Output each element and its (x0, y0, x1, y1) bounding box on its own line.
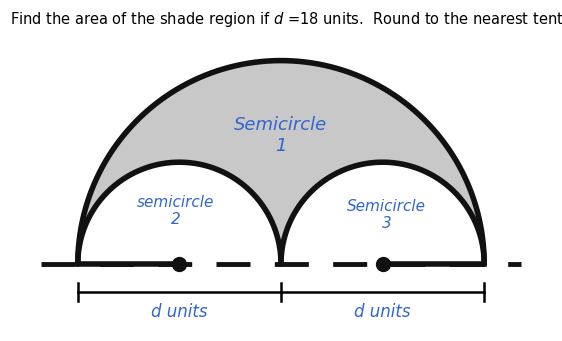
Text: Find the area of the shade region if $d$ =18 units.  Round to the nearest tenth.: Find the area of the shade region if $d$… (10, 10, 562, 29)
Text: d units: d units (151, 303, 207, 322)
Polygon shape (78, 162, 281, 264)
Polygon shape (281, 162, 484, 264)
Text: d units: d units (355, 303, 411, 322)
Polygon shape (78, 61, 484, 264)
Text: Semicircle
1: Semicircle 1 (234, 116, 328, 155)
Text: semicircle
2: semicircle 2 (137, 195, 214, 227)
Point (378, 261, 387, 267)
Point (175, 261, 184, 267)
Text: Semicircle
3: Semicircle 3 (347, 199, 426, 231)
